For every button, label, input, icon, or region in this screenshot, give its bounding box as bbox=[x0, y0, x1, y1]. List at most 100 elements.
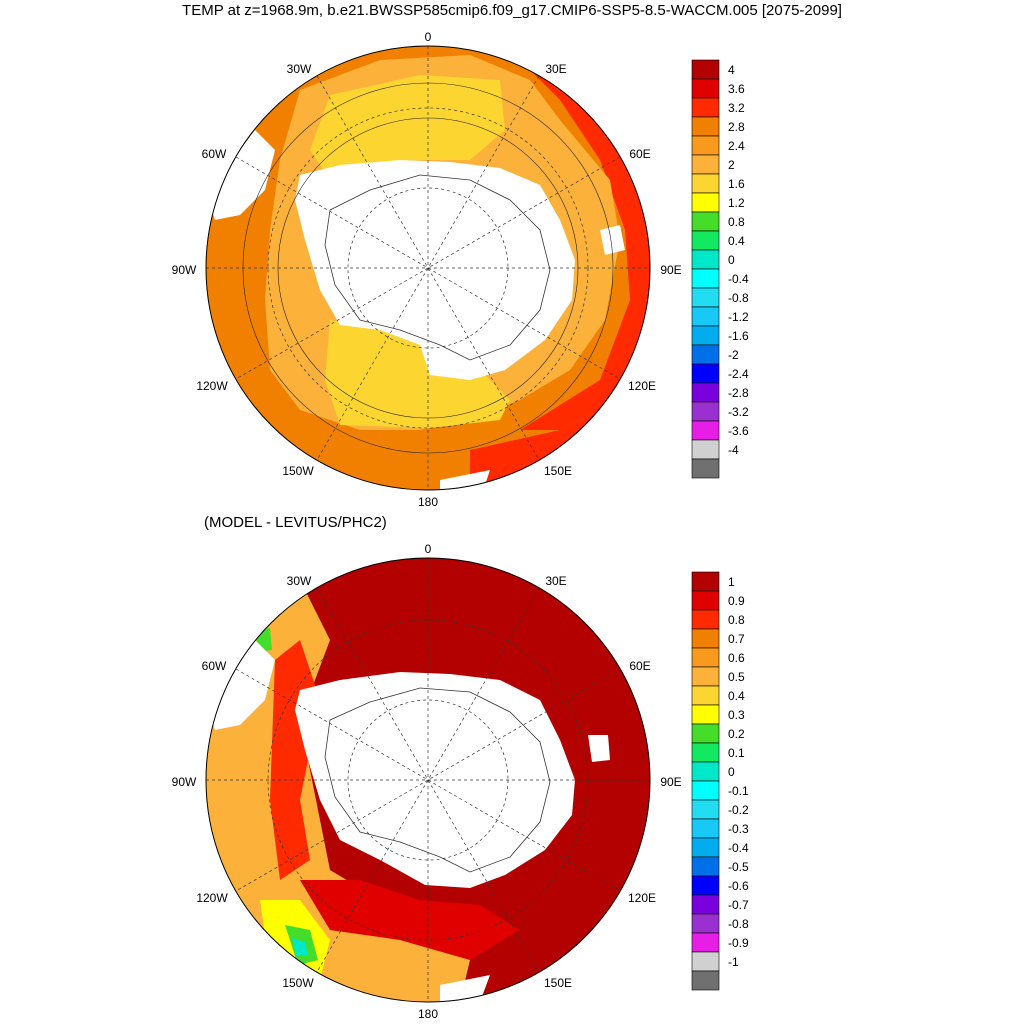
bottom-colorbar-label: 0.8 bbox=[728, 612, 745, 627]
bottom-ross-red bbox=[300, 880, 520, 960]
bottom-colorbar-swatch bbox=[691, 742, 720, 763]
top-lon-label-60e: 60E bbox=[629, 147, 651, 161]
top-colorbar-swatch bbox=[691, 268, 720, 289]
bottom-colorbar-swatch bbox=[691, 647, 720, 668]
bottom-colorbar-label: -0.4 bbox=[728, 840, 749, 855]
bottom-colorbar-label: -0.1 bbox=[728, 783, 749, 798]
bottom-colorbar-label: 0 bbox=[728, 764, 735, 779]
bottom-colorbar-swatch bbox=[691, 780, 720, 801]
top-colorbar-swatch bbox=[691, 135, 720, 156]
top-colorbar-swatch bbox=[691, 287, 720, 308]
top-lon-label-120e: 120E bbox=[627, 379, 657, 393]
top-colorbar-label: -2.4 bbox=[728, 366, 749, 381]
top-lon-label-180: 180 bbox=[417, 495, 439, 509]
top-coastline bbox=[324, 174, 551, 361]
top-colorbar-label: -2.8 bbox=[728, 385, 749, 400]
bottom-colorbar-swatch bbox=[691, 818, 720, 839]
bottom-lon-label-90e: 90E bbox=[660, 775, 682, 789]
bottom-colorbar-swatch bbox=[691, 875, 720, 896]
bottom-colorbar-label: 0.9 bbox=[728, 593, 745, 608]
bottom-colorbar-label: -0.8 bbox=[728, 916, 749, 931]
top-colorbar-swatch bbox=[691, 363, 720, 384]
bottom-lon-label-120w: 120W bbox=[196, 891, 228, 905]
bottom-colorbar-swatch bbox=[691, 590, 720, 611]
top-colorbar-label: -4 bbox=[728, 442, 739, 457]
bottom-colorbar-swatch bbox=[691, 628, 720, 649]
top-colorbar-label: -1.2 bbox=[728, 309, 749, 324]
top-colorbar-swatch bbox=[691, 458, 720, 479]
bottom-cyan-patch bbox=[292, 938, 308, 956]
top-weddell-gyre bbox=[310, 75, 505, 180]
bottom-colorbar-label: 0.5 bbox=[728, 669, 745, 684]
bottom-colorbar bbox=[691, 571, 720, 991]
top-new-zealand bbox=[440, 470, 490, 490]
bottom-colorbar-swatch bbox=[691, 685, 720, 706]
top-antarctica bbox=[295, 160, 575, 380]
bottom-coastline bbox=[324, 687, 551, 873]
top-colorbar-label: 2.8 bbox=[728, 119, 745, 134]
top-ross-gyre bbox=[325, 320, 510, 428]
top-colorbar-label: 3.2 bbox=[728, 100, 745, 115]
top-lon-label-60w: 60W bbox=[201, 147, 227, 161]
bottom-lon-label-30e: 30E bbox=[545, 574, 567, 588]
top-lon-label-90e: 90E bbox=[660, 263, 682, 277]
bottom-colorbar-swatch bbox=[691, 666, 720, 687]
top-colorbar-swatch bbox=[691, 230, 720, 251]
top-colorbar-label: -3.6 bbox=[728, 423, 749, 438]
bottom-colorbar-swatch bbox=[691, 932, 720, 953]
top-colorbar-swatch bbox=[691, 116, 720, 137]
top-colorbar-label: 4 bbox=[728, 62, 735, 77]
bottom-graticule bbox=[206, 558, 650, 1002]
bottom-lon-label-90w: 90W bbox=[171, 775, 197, 789]
bottom-colorbar-swatch bbox=[691, 609, 720, 630]
top-colorbar-label: 0.4 bbox=[728, 233, 745, 248]
bottom-colorbar-label: 0.1 bbox=[728, 745, 745, 760]
top-colorbar-label: 2 bbox=[728, 157, 735, 172]
bottom-colorbar-swatch bbox=[691, 970, 720, 991]
bottom-lon-label-120e: 120E bbox=[627, 891, 657, 905]
top-map-border bbox=[205, 45, 651, 491]
top-colorbar-swatch bbox=[691, 192, 720, 213]
top-colorbar-swatch bbox=[691, 78, 720, 99]
bottom-new-zealand bbox=[440, 975, 490, 1002]
top-lon-label-30w: 30W bbox=[286, 62, 312, 76]
bottom-colorbar-label: 0.3 bbox=[728, 707, 745, 722]
top-colorbar-swatch bbox=[691, 344, 720, 365]
bottom-colorbar-swatch bbox=[691, 723, 720, 744]
top-graticule bbox=[206, 46, 650, 490]
bottom-colorbar-label: 0.6 bbox=[728, 650, 745, 665]
bottom-polar-map bbox=[205, 557, 651, 1003]
top-colorbar-swatch bbox=[691, 249, 720, 270]
top-colorbar-swatch bbox=[691, 325, 720, 346]
top-colorbar-swatch bbox=[691, 211, 720, 232]
top-colorbar-swatch bbox=[691, 97, 720, 118]
top-lon-label-150w: 150W bbox=[282, 464, 314, 478]
bottom-colorbar-swatch bbox=[691, 837, 720, 858]
top-colorbar-swatch bbox=[691, 382, 720, 403]
bottom-colorbar-swatch bbox=[691, 799, 720, 820]
top-colorbar-label: 2.4 bbox=[728, 138, 745, 153]
top-colorbar-swatch bbox=[691, 59, 720, 80]
bottom-colorbar-label: 0.7 bbox=[728, 631, 745, 646]
top-lon-label-0: 0 bbox=[424, 30, 432, 44]
bottom-lon-label-60w: 60W bbox=[201, 659, 227, 673]
top-colorbar-label: -2 bbox=[728, 347, 739, 362]
top-colorbar-swatch bbox=[691, 420, 720, 441]
top-colorbar-swatch bbox=[691, 306, 720, 327]
bottom-lon-label-180: 180 bbox=[417, 1007, 439, 1021]
top-colorbar-label: 0 bbox=[728, 252, 735, 267]
top-lon-label-150e: 150E bbox=[543, 464, 573, 478]
top-lon-label-30e: 30E bbox=[545, 62, 567, 76]
bottom-colorbar-label: -0.6 bbox=[728, 878, 749, 893]
bottom-colorbar-swatch bbox=[691, 951, 720, 972]
top-polar-map bbox=[205, 45, 651, 491]
bottom-lon-label-0: 0 bbox=[424, 542, 432, 556]
top-kerguelen bbox=[600, 225, 625, 255]
bottom-colorbar-label: -0.3 bbox=[728, 821, 749, 836]
top-colorbar-swatch bbox=[691, 173, 720, 194]
bottom-colorbar-swatch bbox=[691, 856, 720, 877]
top-colorbar-label: -3.2 bbox=[728, 404, 749, 419]
bottom-colorbar-label: -0.5 bbox=[728, 859, 749, 874]
top-colorbar-swatch bbox=[691, 439, 720, 460]
top-colorbar-label: -0.4 bbox=[728, 271, 749, 286]
